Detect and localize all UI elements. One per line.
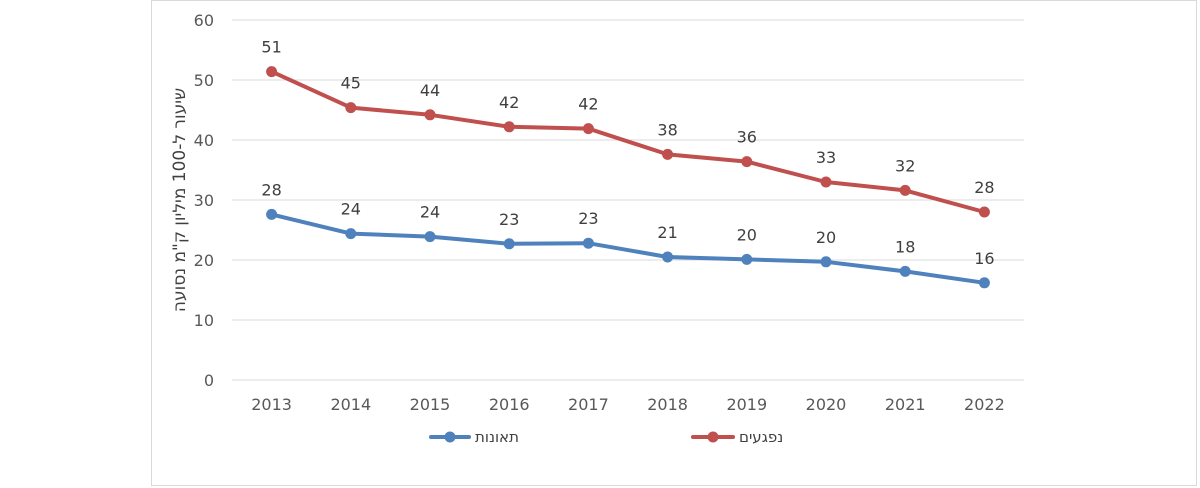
- x-tick-label: 2013: [251, 395, 292, 414]
- data-label: 18: [895, 237, 915, 256]
- series-points: [266, 66, 990, 289]
- data-label: 24: [341, 200, 361, 219]
- data-label: 23: [578, 209, 598, 228]
- legend-swatch-marker: [707, 431, 719, 443]
- data-point: [424, 231, 436, 243]
- data-label: 36: [737, 128, 757, 147]
- x-axis-ticks: 2013 2014 2015 2016 2017 2018 2019 2020 2021 2022: [251, 395, 1005, 414]
- chart-frame: [151, 0, 1197, 486]
- data-point: [978, 277, 990, 289]
- data-point: [820, 256, 832, 268]
- y-tick-label: 20: [194, 251, 214, 270]
- data-label: 42: [578, 95, 598, 114]
- data-point: [741, 156, 753, 168]
- y-tick-label: 50: [194, 71, 214, 90]
- x-tick-label: 2019: [726, 395, 767, 414]
- y-tick-label: 60: [194, 11, 214, 30]
- series-line: [269, 69, 987, 214]
- series-lines: [269, 69, 987, 285]
- data-label: 23: [499, 210, 519, 229]
- data-label: 21: [657, 223, 677, 242]
- x-tick-label: 2020: [806, 395, 847, 414]
- data-label: 44: [420, 81, 440, 100]
- y-tick-label: 10: [194, 311, 214, 330]
- data-point: [503, 238, 515, 250]
- x-tick-label: 2018: [647, 395, 688, 414]
- x-tick-label: 2022: [964, 395, 1005, 414]
- y-axis-ticks: 0 10 20 30 40 50 60: [194, 11, 214, 390]
- data-label: 16: [974, 249, 994, 268]
- data-label: 20: [816, 228, 836, 247]
- data-point: [899, 184, 911, 196]
- x-tick-label: 2015: [410, 395, 451, 414]
- data-label: 33: [816, 148, 836, 167]
- data-point: [266, 208, 278, 220]
- y-tick-label: 30: [194, 191, 214, 210]
- data-point: [582, 237, 594, 249]
- legend: תאונות נפגעים: [429, 428, 783, 446]
- legend-label: נפגעים: [739, 428, 783, 446]
- data-point: [662, 148, 674, 160]
- data-point: [899, 265, 911, 277]
- data-label: 28: [261, 180, 281, 199]
- data-point: [345, 102, 357, 114]
- data-point: [978, 206, 990, 218]
- legend-label: תאונות: [475, 428, 519, 446]
- x-tick-label: 2014: [330, 395, 371, 414]
- data-point: [345, 228, 357, 240]
- legend-swatch-marker: [444, 431, 456, 443]
- y-axis-label: שיעור ל-100 מיליון ק"מ נסועה: [170, 88, 190, 312]
- data-point: [582, 123, 594, 135]
- data-label: 45: [341, 74, 361, 93]
- x-tick-label: 2017: [568, 395, 609, 414]
- data-point: [820, 176, 832, 188]
- data-point: [424, 109, 436, 121]
- data-point: [503, 121, 515, 133]
- data-label: 51: [261, 38, 281, 57]
- data-label: 42: [499, 93, 519, 112]
- data-label: 24: [420, 203, 440, 222]
- data-label: 32: [895, 156, 915, 175]
- series-line: [269, 212, 987, 285]
- data-label: 20: [737, 225, 757, 244]
- data-point: [662, 251, 674, 263]
- y-tick-label: 0: [204, 371, 214, 390]
- x-tick-label: 2021: [885, 395, 926, 414]
- data-labels: 28 24 24 23 23 21 20 20 18 16 51 45 44 42 42 38 36 33 32 28: [261, 38, 994, 268]
- x-tick-label: 2016: [489, 395, 530, 414]
- data-label: 28: [974, 178, 994, 197]
- y-tick-label: 40: [194, 131, 214, 150]
- data-point: [741, 253, 753, 265]
- data-label: 38: [657, 120, 677, 139]
- data-point: [266, 66, 278, 78]
